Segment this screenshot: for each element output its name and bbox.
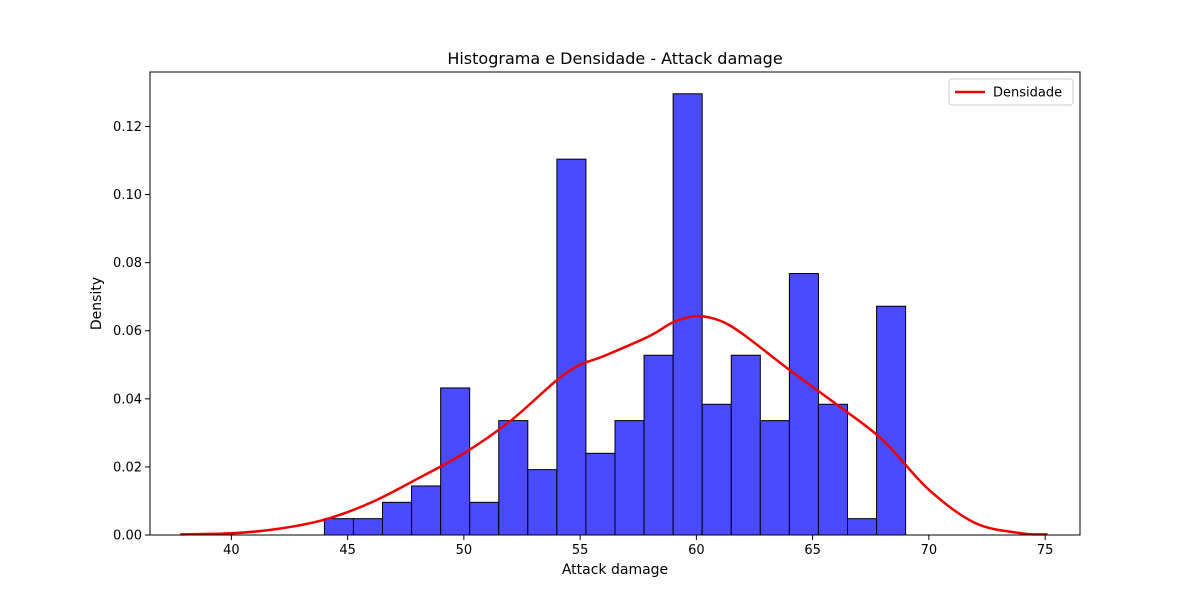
histogram-bar [614, 420, 645, 536]
legend-box [948, 78, 1074, 106]
histogram-bar [527, 469, 558, 536]
histogram-bar [469, 501, 500, 536]
x-tick-label: 50 [456, 543, 473, 558]
x-axis-ticks: 40 45 50 55 60 65 70 75 [223, 535, 1053, 558]
histogram-bar [847, 518, 878, 536]
histogram-bar [323, 518, 354, 536]
y-axis-label: Density [89, 277, 105, 330]
y-tick-label: 0.00 [113, 529, 142, 544]
y-axis-ticks: 0.00 0.02 0.04 0.06 0.08 0.10 0.12 [113, 120, 150, 544]
x-tick-label: 65 [804, 543, 821, 558]
histogram-bar [352, 518, 383, 536]
plot-area-frame [149, 71, 1081, 536]
y-tick-label: 0.12 [113, 120, 142, 135]
x-tick-label: 60 [688, 543, 705, 558]
x-tick-label: 75 [1037, 543, 1054, 558]
histogram-bars [323, 93, 907, 536]
x-tick-label: 45 [339, 543, 356, 558]
histogram-bar [643, 354, 674, 536]
chart-legend: Densidade [948, 78, 1074, 106]
y-tick-label: 0.06 [113, 324, 142, 339]
histogram-bar [701, 403, 732, 536]
histogram-bar [440, 387, 471, 536]
histogram-bar [788, 273, 819, 536]
y-tick-label: 0.04 [113, 392, 142, 407]
histogram-bar [556, 158, 587, 536]
density-curve-group [180, 314, 1048, 536]
histogram-bar [876, 305, 907, 536]
histogram-bar [498, 420, 529, 536]
histogram-bar [730, 354, 761, 536]
x-tick-label: 55 [572, 543, 589, 558]
histogram-bar [585, 452, 616, 536]
y-tick-label: 0.02 [113, 460, 142, 475]
x-tick-label: 40 [223, 543, 240, 558]
chart-title: Histograma e Densidade - Attack damage [447, 49, 782, 68]
density-curve-line [180, 314, 1048, 536]
x-axis-label: Attack damage [562, 562, 668, 578]
x-tick-label: 70 [921, 543, 938, 558]
histogram-bar [382, 501, 413, 536]
histogram-bar [817, 403, 848, 536]
histogram-bar [411, 485, 442, 536]
y-tick-label: 0.10 [113, 188, 142, 203]
y-tick-label: 0.08 [113, 256, 142, 271]
histogram-bar [759, 420, 790, 536]
histogram-bar [672, 93, 703, 536]
legend-label-densidade: Densidade [993, 86, 1062, 101]
